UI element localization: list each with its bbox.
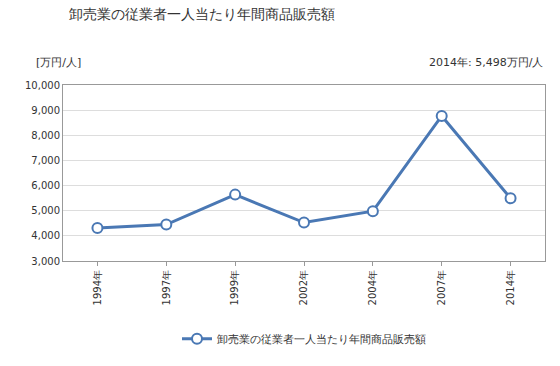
svg-text:[万円/人]: [万円/人] — [36, 56, 81, 69]
svg-text:4,000: 4,000 — [31, 230, 60, 241]
svg-text:10,000: 10,000 — [25, 80, 60, 91]
svg-text:2002年: 2002年 — [298, 270, 309, 305]
svg-text:2014年: 2014年 — [505, 270, 516, 305]
svg-text:1997年: 1997年 — [161, 270, 172, 305]
svg-text:6,000: 6,000 — [31, 180, 60, 191]
svg-text:5,000: 5,000 — [31, 205, 60, 216]
svg-text:2007年: 2007年 — [436, 270, 447, 305]
svg-text:卸売業の従業者一人当たり年間商品販売額: 卸売業の従業者一人当たり年間商品販売額 — [69, 6, 335, 22]
svg-text:8,000: 8,000 — [31, 130, 60, 141]
svg-text:1994年: 1994年 — [92, 270, 103, 305]
svg-text:9,000: 9,000 — [31, 105, 60, 116]
svg-text:卸売業の従業者一人当たり年間商品販売額: 卸売業の従業者一人当たり年間商品販売額 — [217, 333, 426, 346]
svg-text:2004年: 2004年 — [367, 270, 378, 305]
svg-text:2014年: 5,498万円/人: 2014年: 5,498万円/人 — [429, 56, 543, 69]
svg-text:7,000: 7,000 — [31, 155, 60, 166]
svg-text:3,000: 3,000 — [31, 256, 60, 267]
svg-text:1999年: 1999年 — [229, 270, 240, 305]
